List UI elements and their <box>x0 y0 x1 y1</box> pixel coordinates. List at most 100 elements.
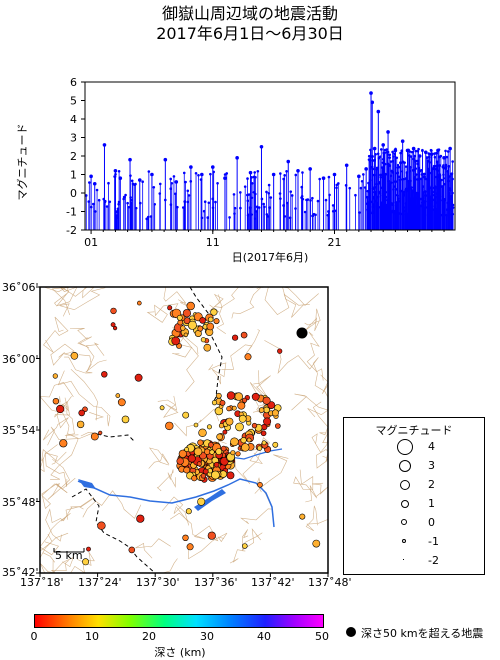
earthquake <box>128 546 136 554</box>
legend-label: 0 <box>428 516 435 529</box>
event-point <box>445 208 449 211</box>
earthquake <box>159 405 165 411</box>
earthquake <box>242 397 248 403</box>
earthquake <box>197 497 206 506</box>
event-point <box>407 154 411 157</box>
y-tick-label: 5 <box>70 95 77 108</box>
data-point <box>369 91 373 95</box>
contour-line <box>304 308 321 332</box>
data-point <box>102 143 107 147</box>
event-point <box>444 213 448 217</box>
data-point <box>118 176 123 180</box>
event-point <box>395 156 399 160</box>
lon-label: 137˚36' <box>194 576 238 589</box>
event-point <box>130 198 134 202</box>
earthquake <box>216 433 223 441</box>
legend-circle-m3 <box>399 460 411 472</box>
y-tick-label: 0 <box>70 187 77 200</box>
data-point <box>128 157 132 162</box>
legend-title: マグニチュード <box>375 424 453 437</box>
event-point <box>290 194 294 197</box>
y-tick-label: 4 <box>70 113 77 126</box>
event-point <box>360 179 364 183</box>
data-point <box>92 181 97 186</box>
river <box>229 448 283 460</box>
earthquake <box>230 450 236 456</box>
earthquake <box>70 352 79 360</box>
contour-line <box>306 331 324 381</box>
earthquake <box>182 309 191 318</box>
earthquake <box>226 471 235 480</box>
event-point <box>399 212 403 216</box>
contour-line <box>156 469 176 492</box>
data-point <box>200 172 204 177</box>
earthquake <box>235 422 244 432</box>
event-point <box>246 177 249 180</box>
earthquake <box>187 320 197 330</box>
event-point <box>158 192 162 195</box>
colorbar-tick: 0 <box>30 630 38 643</box>
map-ticks <box>36 286 329 577</box>
chart-grid <box>84 147 455 230</box>
event-point <box>130 179 134 183</box>
contour-line <box>45 506 73 542</box>
data-point <box>400 139 405 143</box>
chart-x-ticks: 01 11 21 <box>84 230 445 249</box>
earthquake <box>86 546 91 552</box>
reservoir <box>78 479 96 489</box>
event-point <box>327 175 331 179</box>
earthquake <box>137 300 142 306</box>
contour-line <box>207 362 227 385</box>
event-point <box>187 194 191 197</box>
event-point <box>396 163 400 167</box>
legend-label: 4 <box>428 440 435 453</box>
event-point <box>439 154 443 158</box>
event-point <box>335 183 339 187</box>
earthquake <box>232 334 239 341</box>
event-point <box>170 182 174 185</box>
event-point <box>124 193 127 197</box>
earthquake <box>274 423 281 429</box>
colorbar-tick: 30 <box>200 630 214 643</box>
figure-title-line2: 2017年6月1日〜6月30日 <box>156 24 344 43</box>
event-point <box>108 200 112 204</box>
event-point <box>84 194 88 197</box>
data-point <box>405 148 410 153</box>
event-point <box>300 185 304 189</box>
event-point <box>257 206 261 209</box>
event-point <box>282 204 285 207</box>
data-point <box>442 156 446 160</box>
data-point <box>89 174 93 179</box>
earthquake <box>59 439 68 448</box>
event-point <box>305 198 308 202</box>
contour-line <box>41 477 76 510</box>
earthquake <box>56 404 65 414</box>
event-point <box>445 155 449 159</box>
event-point <box>267 191 271 195</box>
earthquake <box>167 305 173 311</box>
earthquake <box>251 422 258 429</box>
earthquake <box>213 318 220 325</box>
event-point <box>415 191 418 195</box>
event-point <box>433 155 437 159</box>
earthquake <box>211 399 218 406</box>
event-point <box>414 160 417 163</box>
earthquake <box>183 466 191 474</box>
scale-bar-label: 5 km <box>55 549 83 562</box>
earthquake <box>184 446 189 452</box>
contour-line <box>39 532 69 571</box>
event-point <box>383 148 387 152</box>
event-point <box>228 216 231 219</box>
earthquake <box>226 406 232 412</box>
event-point <box>269 196 273 199</box>
event-point <box>380 206 383 209</box>
earthquake <box>196 461 202 467</box>
data-point <box>344 163 349 168</box>
event-point <box>389 181 392 185</box>
event-point <box>403 161 406 164</box>
magnitude-legend: マグニチュード 4 3 2 1 0 -1 -2 <box>343 417 485 575</box>
earthquake <box>215 448 223 455</box>
colorbar-tick: 50 <box>315 630 329 643</box>
y-tick-label: 6 <box>70 76 77 89</box>
colorbar-label: 深さ (km) <box>154 646 206 659</box>
